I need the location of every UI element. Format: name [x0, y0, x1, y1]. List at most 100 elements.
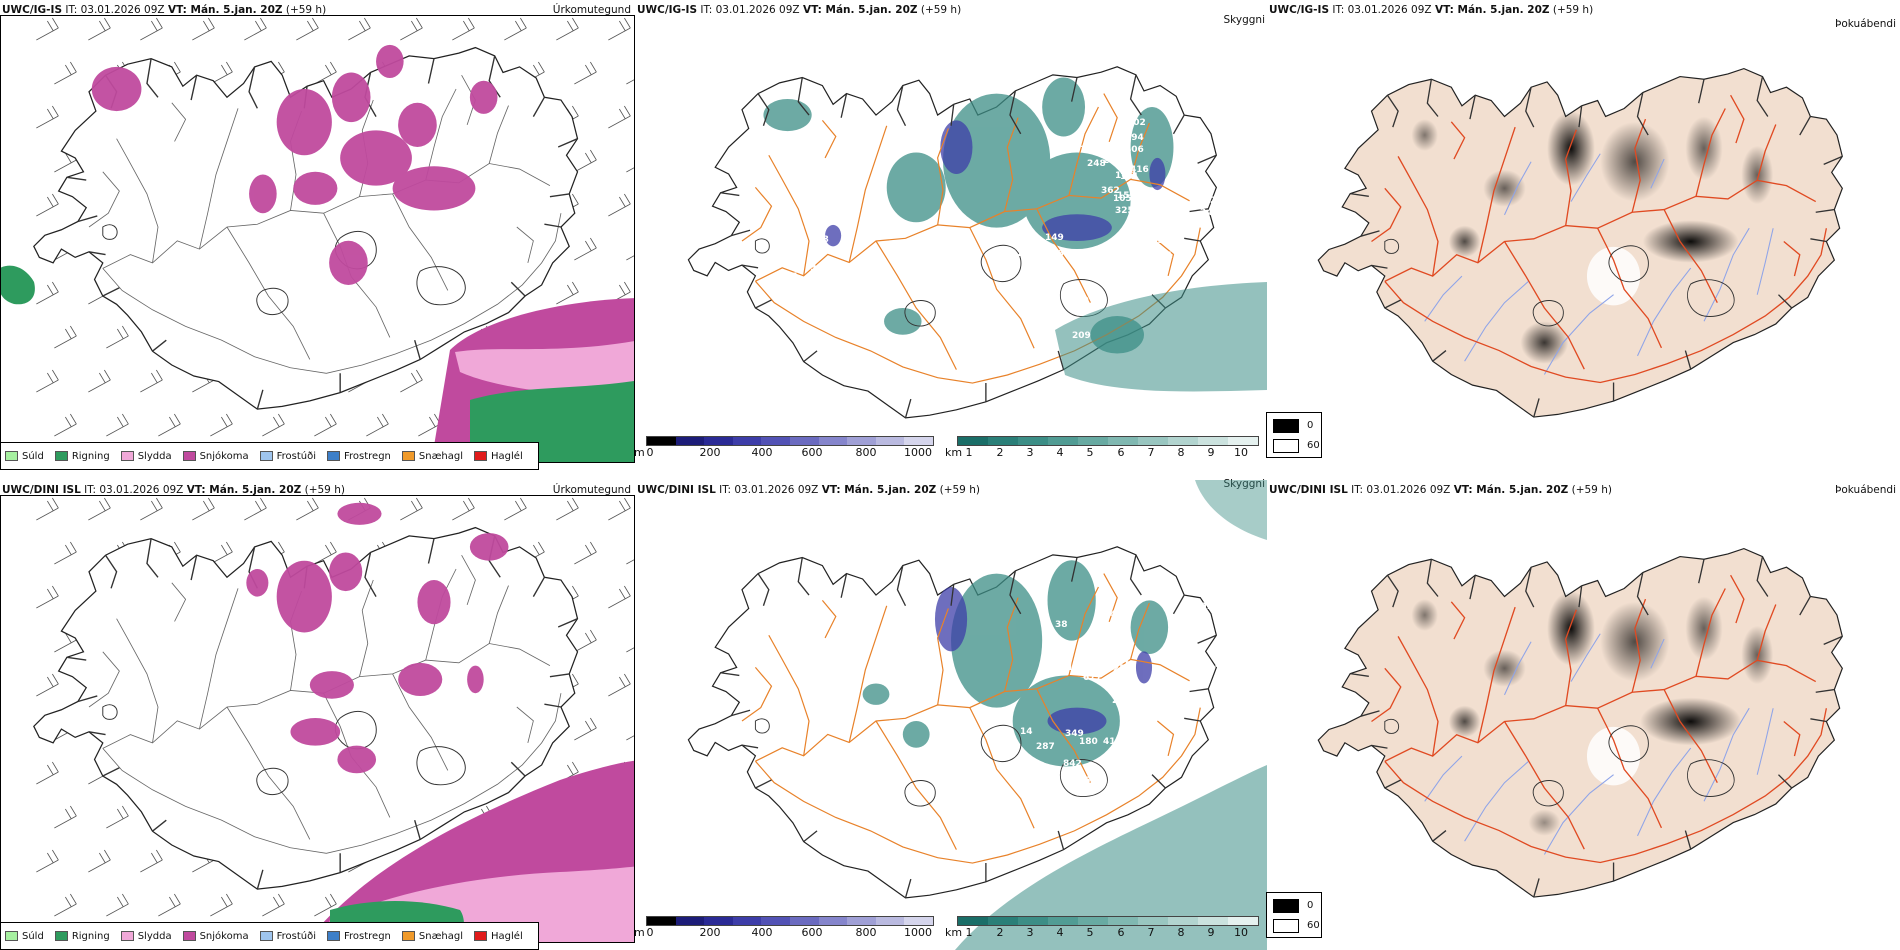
- legend-item: Frostúði: [259, 451, 316, 462]
- legend-swatch: [120, 931, 134, 941]
- wind-barb: [54, 893, 77, 917]
- colorbar-bin: [647, 437, 676, 445]
- legend-swatch: [327, 931, 340, 941]
- legend-item: Frostúði: [259, 930, 316, 942]
- wind-barb: [106, 893, 129, 917]
- wind-barb: [626, 255, 634, 261]
- wind-barb: [608, 193, 631, 217]
- legend-item: Snæhagl: [401, 931, 463, 942]
- colorbar-tick-label: 4: [1056, 446, 1064, 459]
- init-time: IT: 03.01.2026 09Z: [65, 4, 165, 16]
- visibility-value: 752: [1225, 606, 1244, 616]
- colorbar-tick-label: 8: [1177, 446, 1185, 459]
- wind-barb: [574, 717, 597, 741]
- colorbar-unit: km: [945, 926, 963, 939]
- wind-barb: [244, 17, 267, 41]
- colorbar-bin: [1228, 437, 1258, 445]
- legend-swatch: [401, 451, 415, 461]
- wind-barb: [504, 17, 527, 41]
- legend-label: Snæhagl: [418, 450, 464, 462]
- colorbar-bin: [1078, 917, 1108, 925]
- wind-barb: [608, 497, 631, 521]
- colorbar-tick-label: 7: [1147, 926, 1155, 939]
- colorbar-bin: [732, 437, 762, 445]
- colorbar-tick-label: 1: [965, 926, 973, 939]
- legend-item: Snjókoma: [182, 451, 249, 462]
- wind-barb: [608, 673, 631, 697]
- init-time: IT: 03.01.2026 09Z: [1351, 484, 1451, 496]
- visibility-value: 101: [787, 226, 806, 236]
- visibility-value: 677: [1083, 673, 1102, 683]
- visibility-value: 366: [1045, 249, 1064, 259]
- visibility-value: 964: [1158, 691, 1177, 701]
- wind-barb: [106, 805, 129, 829]
- wind-barb: [608, 585, 631, 609]
- visibility-value: 935: [1145, 236, 1164, 246]
- visibility-value: 294: [1125, 133, 1144, 143]
- colorbar-strip: [646, 436, 934, 446]
- panel-title: UWC/IG-IS IT: 03.01.2026 09Z VT: Mán. 5.…: [1269, 4, 1593, 16]
- legend-swatch: [182, 451, 196, 461]
- legend-label: Rigning: [71, 930, 110, 942]
- colorbar-bin: [1228, 917, 1258, 925]
- colorbar-bin: [818, 917, 848, 925]
- wind-barb: [608, 105, 631, 129]
- visibility-value: 96: [810, 263, 823, 273]
- visibility-value: 47: [1225, 159, 1238, 169]
- ceiling-colorbar-row1: m 0 200 400 600 800 1000: [634, 916, 940, 950]
- visibility-value: 128: [1011, 249, 1030, 259]
- visibility-value: 22: [1165, 231, 1178, 241]
- valid-time: VT: Mán. 5.jan. 20Z: [167, 4, 283, 16]
- visibility-value: 166: [1115, 171, 1134, 181]
- visibility-value: 406: [1125, 145, 1144, 155]
- valid-time: VT: Mán. 5.jan. 20Z: [186, 484, 302, 496]
- wind-barb: [400, 497, 423, 521]
- colorbar-tick-label: 7: [1147, 446, 1155, 459]
- legend-label: Frostúði: [276, 930, 316, 942]
- visibility-value: 71: [786, 272, 799, 282]
- legend-swatch: [5, 451, 18, 461]
- colorbar-tick-label: 800: [855, 926, 877, 939]
- colorbar-tick-label: 1000: [904, 926, 932, 939]
- wind-barb: [210, 413, 233, 437]
- southern-precip-band: [1, 265, 634, 462]
- legend-swatch: [474, 451, 488, 461]
- colorbar-bin: [789, 437, 819, 445]
- legend-label: Rigning: [71, 450, 110, 462]
- wind-barb: [140, 17, 163, 41]
- visibility-value: 287: [1036, 742, 1055, 752]
- init-time: IT: 03.01.2026 09Z: [84, 484, 184, 496]
- model-name: UWC/DINI ISL: [2, 484, 81, 496]
- colorbar-bin: [875, 437, 905, 445]
- wind-barb: [88, 497, 111, 521]
- visibility-value: 266: [907, 242, 926, 252]
- panel-title: UWC/IG-IS IT: 03.01.2026 09Z VT: Mán. 5.…: [2, 4, 326, 16]
- visibility-value: 22: [1112, 696, 1125, 706]
- colorbar-tick-label: 2: [996, 926, 1004, 939]
- wind-barb: [626, 647, 634, 653]
- wind-barb: [296, 17, 319, 41]
- fog-legend-swatch: [1273, 919, 1299, 933]
- model-name: UWC/IG-IS: [637, 4, 698, 16]
- panel-label: Úrkomutegund: [552, 484, 631, 496]
- colorbar-bin: [958, 437, 988, 445]
- visibility-value: 272: [1030, 261, 1049, 271]
- colorbar-tick-label: 8: [1177, 926, 1185, 939]
- lead-time: (+59 h): [920, 4, 962, 16]
- legend-item: Snjókoma: [182, 931, 249, 942]
- visibility-value: 105: [1113, 194, 1132, 204]
- visibility-value: 842: [1063, 759, 1082, 769]
- panel-cloud-row0: UWC/IG-IS IT: 03.01.2026 09Z VT: Mán. 5.…: [1267, 0, 1900, 470]
- valid-time: VT: Mán. 5.jan. 20Z: [1434, 4, 1550, 16]
- legend-label: Frostregn: [344, 450, 391, 462]
- wind-barb: [400, 369, 423, 393]
- colorbar-bin: [1108, 437, 1138, 445]
- panel-label: Skyggni: [1223, 478, 1266, 490]
- init-time: IT: 03.01.2026 09Z: [719, 484, 819, 496]
- colorbar-bin: [1198, 437, 1228, 445]
- colorbar-tick-label: 200: [699, 446, 721, 459]
- wind-barb: [574, 237, 597, 261]
- colorbar-bin: [1018, 437, 1048, 445]
- wind-barb: [88, 17, 111, 41]
- colorbar-tick-label: 3: [1026, 926, 1034, 939]
